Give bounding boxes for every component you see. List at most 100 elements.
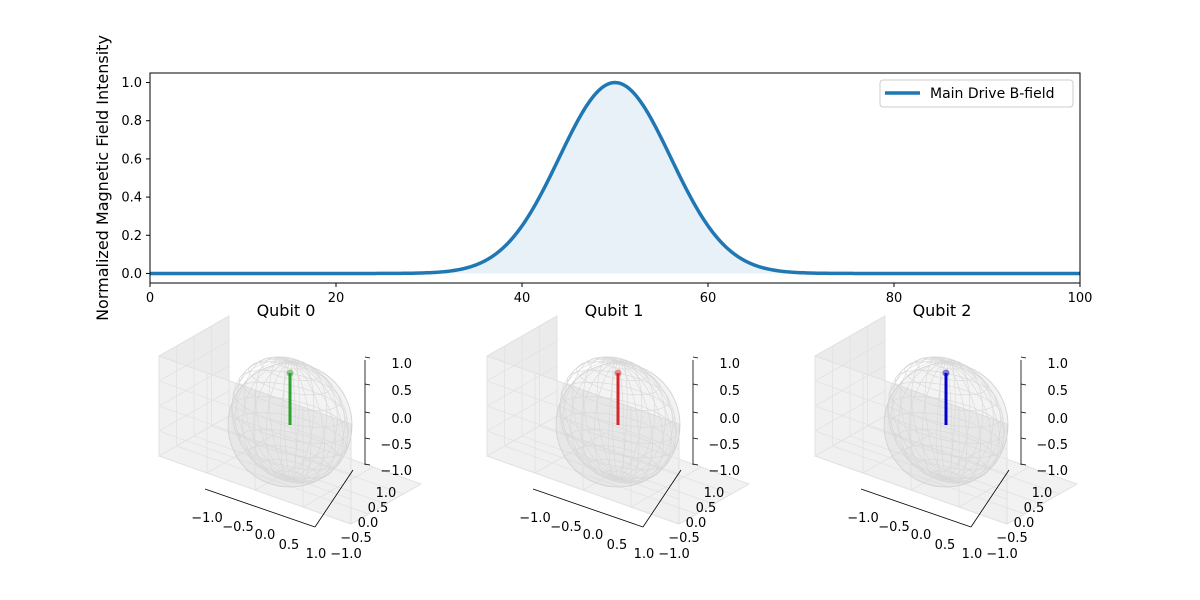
- y-tick-label: 0.0: [121, 267, 142, 282]
- bloch-subplot-1: 1.00.50.0−0.5−1.0−1.0−0.50.00.51.01.00.5…: [486, 301, 750, 562]
- x-tick-label: 0: [146, 291, 154, 306]
- left-grid-line: [814, 365, 886, 407]
- z-tick-mark: [364, 463, 371, 466]
- y-tick-label: 0.0: [686, 516, 707, 531]
- y-tick-label: 0.4: [121, 191, 142, 206]
- x-tick-label: 20: [328, 291, 345, 306]
- left-grid-line: [158, 340, 230, 382]
- x-tick-label: 0.0: [255, 528, 276, 543]
- y-tick-label: 1.0: [704, 486, 725, 501]
- y-tick-label: −0.5: [668, 531, 700, 546]
- z-tick-mark: [692, 356, 699, 359]
- floor-grid-line: [814, 455, 1008, 525]
- y-tick-label: −0.5: [996, 531, 1028, 546]
- legend-frame: [879, 79, 1074, 108]
- z-tick-label: 1.0: [719, 357, 740, 372]
- y-axis-label: Normalized Magnetic Field Intensity: [93, 35, 112, 321]
- floor-grid-line: [521, 435, 715, 505]
- z-tick-label: 1.0: [391, 357, 412, 372]
- x-tick-label: 0.5: [935, 538, 956, 553]
- z-tick-mark: [1020, 356, 1027, 359]
- right-grid-line: [814, 355, 1008, 425]
- x-tick-label: 80: [886, 291, 903, 306]
- state-vector-tip: [286, 369, 294, 377]
- x-tick-label: 0.5: [607, 538, 628, 553]
- series-area-0: [150, 82, 1080, 274]
- subplot-title: Qubit 0: [257, 301, 316, 320]
- floor-grid-line: [504, 445, 697, 515]
- y-tick-label: 0.0: [358, 516, 379, 531]
- floor-grid-line: [958, 466, 1030, 508]
- x-tick-label: 100: [1068, 291, 1093, 306]
- series-line-0: [150, 80, 1080, 276]
- x-axis-line: [532, 488, 644, 528]
- z-tick-label: 0.0: [391, 412, 412, 427]
- z-tick-label: −1.0: [708, 464, 740, 479]
- x-tick-label: −1.0: [847, 511, 879, 526]
- y-tick-label: −1.0: [330, 547, 362, 562]
- floor-grid-line: [158, 455, 352, 525]
- y-tick-label: 0.6: [121, 152, 142, 167]
- z-tick-label: −0.5: [708, 438, 740, 453]
- x-tick-label: 0.5: [279, 538, 300, 553]
- x-tick-label: 40: [514, 291, 531, 306]
- y-axis-line: [642, 469, 682, 528]
- x-tick-label: −1.0: [519, 511, 551, 526]
- z-tick-label: 0.5: [719, 384, 740, 399]
- y-tick-label: 1.0: [1032, 486, 1053, 501]
- state-vector-tip: [614, 369, 622, 377]
- x-tick-label: 1.0: [306, 547, 327, 562]
- floor-grid-line: [832, 445, 1025, 515]
- y-tick-label: 0.2: [121, 229, 142, 244]
- floor-grid-line: [849, 435, 1043, 505]
- bloch-subplot-2: 1.00.50.0−0.5−1.0−1.0−0.50.00.51.01.00.5…: [814, 301, 1078, 562]
- y-tick-label: −0.5: [340, 531, 372, 546]
- y-tick-label: 1.0: [376, 486, 397, 501]
- z-tick-mark: [692, 463, 699, 466]
- right-grid-line: [158, 355, 352, 425]
- field-intensity-plot: Normalized Magnetic Field Intensity 0 20 4…: [93, 35, 1092, 321]
- floor-grid-line: [176, 445, 369, 515]
- x-tick-label: 0.0: [911, 528, 932, 543]
- y-tick-label: −1.0: [986, 547, 1018, 562]
- subplot-title: Qubit 1: [585, 301, 644, 320]
- left-grid-line: [486, 340, 558, 382]
- z-tick-mark: [364, 383, 371, 386]
- sphere-meridian: [231, 359, 349, 481]
- floor-grid-line: [486, 455, 680, 525]
- y-axis-line: [970, 469, 1010, 528]
- z-tick-label: 0.0: [719, 412, 740, 427]
- floor-grid-line: [1006, 483, 1078, 525]
- z-tick-label: 0.0: [1047, 412, 1068, 427]
- subplot-title: Qubit 2: [913, 301, 972, 320]
- z-tick-mark: [692, 411, 699, 414]
- left-grid-line: [814, 315, 886, 357]
- right-grid-line: [814, 380, 1008, 450]
- y-tick-label: 0.5: [368, 501, 389, 516]
- x-axis-line: [204, 488, 316, 528]
- floor-grid-line: [630, 466, 702, 508]
- z-tick-mark: [1020, 463, 1027, 466]
- sphere-meridian: [559, 359, 677, 481]
- z-tick-mark: [364, 356, 371, 359]
- floor-grid-line: [302, 466, 374, 508]
- right-grid-line: [158, 380, 352, 450]
- x-tick-label: 0.0: [583, 528, 604, 543]
- z-tick-mark: [1020, 383, 1027, 386]
- y-tick-label: 0.8: [121, 114, 142, 129]
- y-tick-label: 0.5: [696, 501, 717, 516]
- right-grid-line: [814, 405, 1008, 475]
- legend-label: Main Drive B-field: [930, 86, 1055, 102]
- z-tick-mark: [1020, 411, 1027, 414]
- z-tick-label: −1.0: [1036, 464, 1068, 479]
- z-tick-label: 0.5: [1047, 384, 1068, 399]
- x-tick-label: −0.5: [878, 520, 910, 535]
- left-grid-line: [486, 315, 558, 357]
- state-vector-tip: [942, 369, 950, 377]
- floor-grid-line: [350, 483, 422, 525]
- left-grid-line: [158, 315, 230, 357]
- z-tick-mark: [1020, 437, 1027, 440]
- floor-grid-line: [193, 435, 387, 505]
- z-tick-mark: [692, 437, 699, 440]
